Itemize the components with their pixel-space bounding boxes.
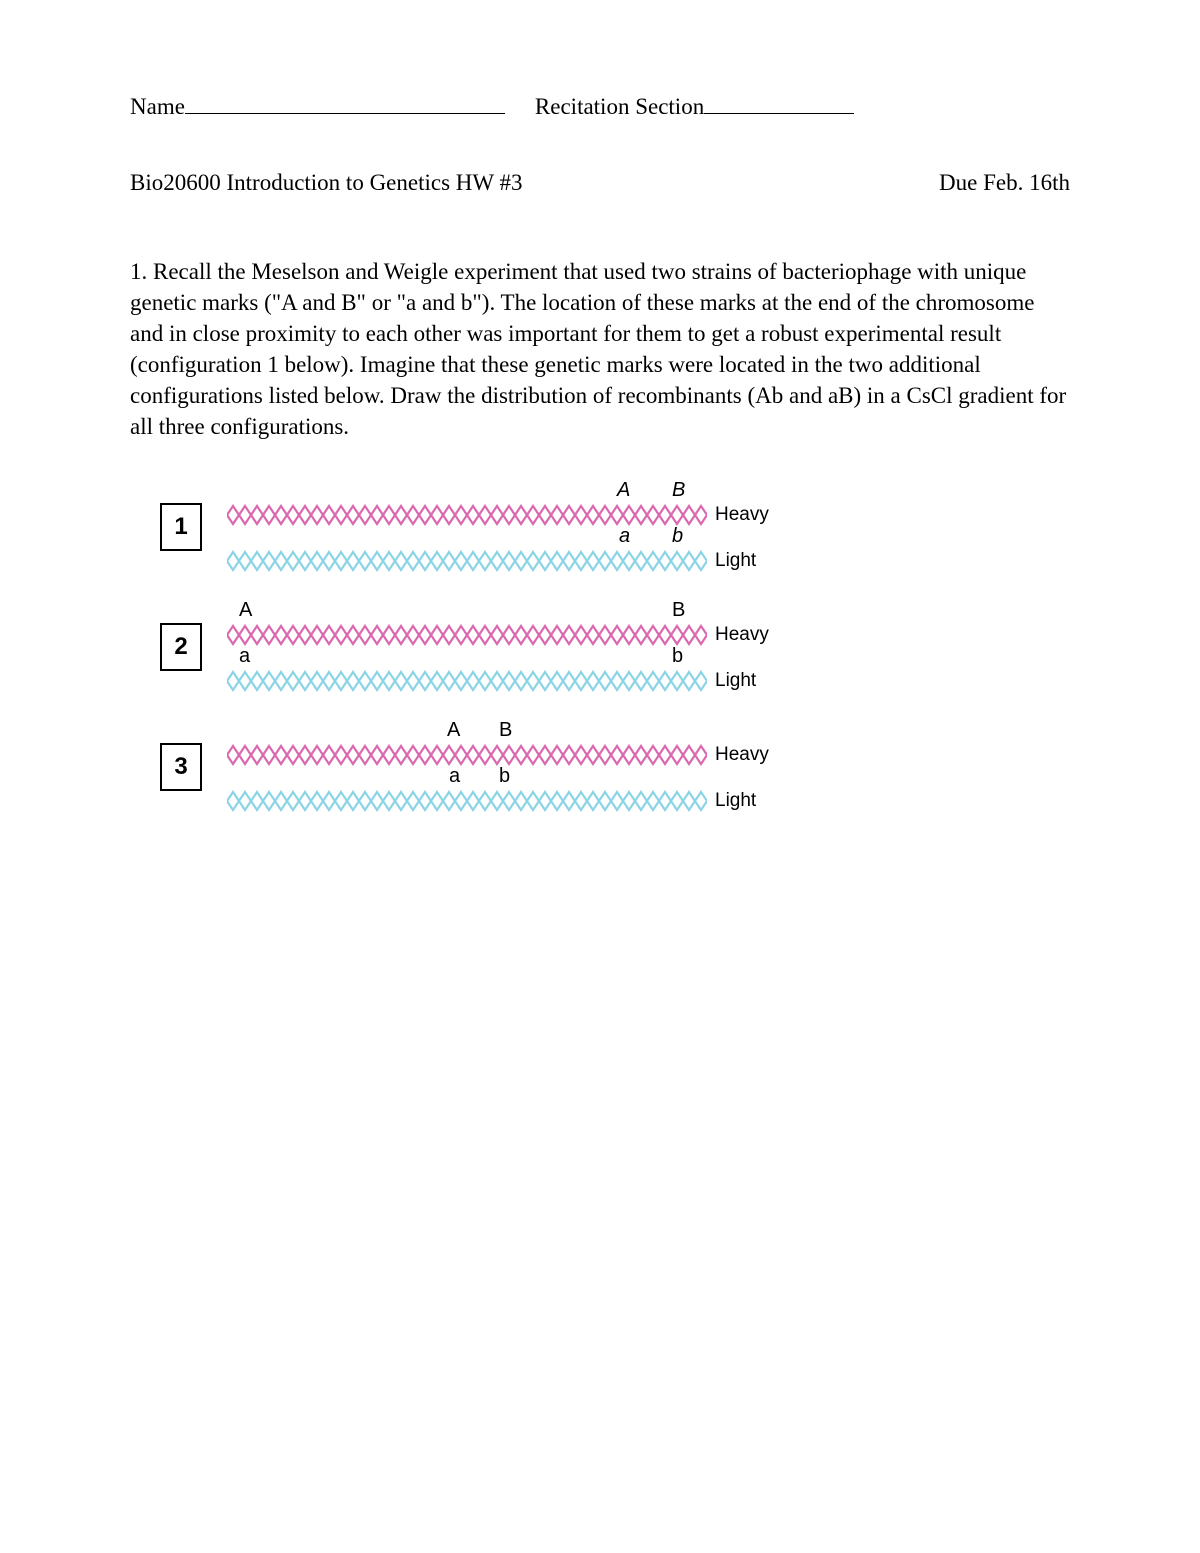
dna-helix-icon — [227, 550, 707, 572]
strands-group: ABHeavyabLight — [227, 722, 769, 812]
marker-row: ab — [227, 768, 769, 788]
marker-row: ab — [227, 648, 769, 668]
marker-a: a — [619, 525, 630, 548]
config-number-box: 1 — [160, 503, 202, 551]
strand-line: Light — [227, 550, 769, 572]
strand-line: Heavy — [227, 504, 769, 526]
strand-line: Light — [227, 670, 769, 692]
marker-A: A — [239, 599, 252, 622]
name-label: Name — [130, 94, 185, 120]
dna-helix-icon — [227, 504, 707, 526]
strands-group: ABHeavyabLight — [227, 602, 769, 692]
dna-helix-icon — [227, 624, 707, 646]
marker-b: b — [672, 525, 683, 548]
strand-label: Heavy — [715, 624, 769, 646]
marker-row: AB — [227, 482, 769, 502]
dna-helix-icon — [227, 790, 707, 812]
strand-label: Light — [715, 670, 756, 692]
marker-a: a — [449, 765, 460, 788]
recitation-label: Recitation Section — [535, 94, 704, 120]
config-row-1: 1ABHeavyabLight — [160, 482, 1070, 572]
strand-line: Heavy — [227, 744, 769, 766]
name-underline — [185, 90, 505, 114]
marker-b: b — [499, 765, 510, 788]
strand-label: Light — [715, 790, 756, 812]
header-line: Name Recitation Section — [130, 90, 1070, 120]
strand-label: Light — [715, 550, 756, 572]
marker-a: a — [239, 645, 250, 668]
strands-group: ABHeavyabLight — [227, 482, 769, 572]
marker-row: ab — [227, 528, 769, 548]
strand-label: Heavy — [715, 744, 769, 766]
recitation-underline — [704, 90, 854, 114]
marker-A: A — [447, 719, 460, 742]
strand-label: Heavy — [715, 504, 769, 526]
config-number-box: 2 — [160, 623, 202, 671]
strand-line: Heavy — [227, 624, 769, 646]
diagram-area: 1ABHeavyabLight2ABHeavyabLight3ABHeavyab… — [160, 482, 1070, 812]
marker-B: B — [499, 719, 512, 742]
question-text: 1. Recall the Meselson and Weigle experi… — [130, 256, 1070, 442]
marker-b: b — [672, 645, 683, 668]
marker-B: B — [672, 479, 685, 502]
course-due: Due Feb. 16th — [939, 170, 1070, 196]
config-row-3: 3ABHeavyabLight — [160, 722, 1070, 812]
marker-A: A — [617, 479, 630, 502]
strand-line: Light — [227, 790, 769, 812]
config-number-box: 3 — [160, 743, 202, 791]
course-line: Bio20600 Introduction to Genetics HW #3 … — [130, 170, 1070, 196]
marker-row: AB — [227, 602, 769, 622]
course-title: Bio20600 Introduction to Genetics HW #3 — [130, 170, 522, 196]
marker-row: AB — [227, 722, 769, 742]
dna-helix-icon — [227, 670, 707, 692]
dna-helix-icon — [227, 744, 707, 766]
config-row-2: 2ABHeavyabLight — [160, 602, 1070, 692]
marker-B: B — [672, 599, 685, 622]
